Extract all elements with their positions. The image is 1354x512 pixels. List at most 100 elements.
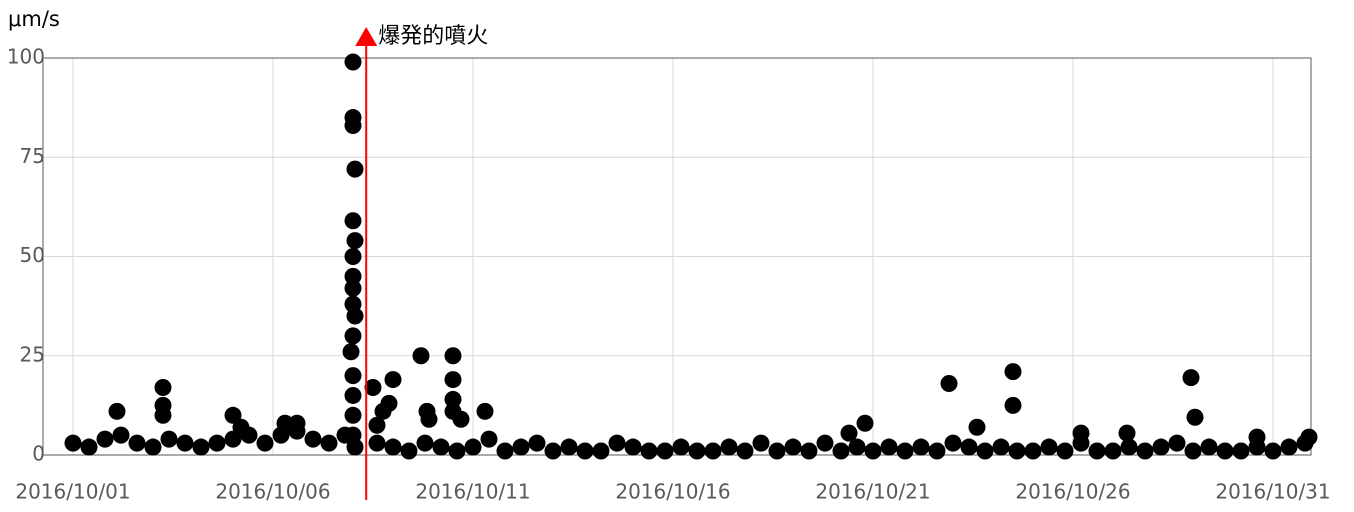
y-unit-label: μm/s — [8, 7, 60, 31]
point — [1004, 396, 1022, 414]
point — [344, 53, 362, 71]
point — [656, 442, 674, 460]
point — [224, 430, 242, 448]
point — [346, 232, 364, 250]
point — [784, 438, 802, 456]
point — [154, 406, 172, 424]
point — [1184, 442, 1202, 460]
point — [624, 438, 642, 456]
point — [968, 418, 986, 436]
point — [154, 379, 172, 397]
point — [1118, 424, 1136, 442]
point — [960, 438, 978, 456]
point — [344, 406, 362, 424]
point — [256, 434, 274, 452]
point — [736, 442, 754, 460]
point — [368, 416, 386, 434]
point — [112, 426, 130, 444]
point — [344, 116, 362, 134]
x-tick-label: 2016/10/06 — [215, 480, 330, 504]
y-tick-label: 100 — [7, 45, 45, 69]
point — [496, 442, 514, 460]
point — [346, 160, 364, 178]
point — [432, 438, 450, 456]
point — [344, 248, 362, 265]
point — [720, 438, 738, 456]
point — [800, 442, 818, 460]
point — [1186, 408, 1204, 426]
point — [944, 434, 962, 452]
point — [346, 307, 364, 325]
point — [912, 438, 930, 456]
x-tick-label: 2016/10/21 — [815, 480, 930, 504]
annotation: 爆発的噴火 — [378, 24, 488, 49]
point — [384, 438, 402, 456]
point — [1104, 442, 1122, 460]
y-tick-label: 25 — [20, 342, 45, 366]
point — [272, 426, 290, 444]
point — [1248, 438, 1266, 456]
point — [192, 438, 210, 456]
point — [96, 430, 114, 448]
point — [1120, 438, 1138, 456]
x-tick-label: 2016/10/16 — [615, 480, 730, 504]
x-tick-label: 2016/10/26 — [1015, 480, 1130, 504]
point — [444, 347, 462, 365]
point — [344, 367, 362, 385]
point — [452, 410, 470, 428]
point — [448, 442, 466, 460]
point — [1280, 438, 1298, 456]
point — [688, 442, 706, 460]
point — [1200, 438, 1218, 456]
point — [108, 402, 126, 420]
point — [420, 410, 438, 428]
point — [864, 442, 882, 460]
point — [342, 343, 360, 361]
point — [1296, 434, 1314, 452]
y-tick-label: 75 — [20, 144, 45, 168]
point — [848, 438, 866, 456]
point — [240, 426, 258, 444]
point — [444, 371, 462, 389]
point — [640, 442, 658, 460]
point — [1056, 442, 1074, 460]
point — [344, 327, 362, 345]
point — [976, 442, 994, 460]
point — [344, 279, 362, 297]
point — [400, 442, 418, 460]
point — [512, 438, 530, 456]
point — [1216, 442, 1234, 460]
point — [1182, 369, 1200, 387]
point — [928, 442, 946, 460]
y-tick-label: 0 — [32, 442, 45, 466]
point — [346, 438, 364, 456]
point — [1232, 442, 1250, 460]
point — [160, 430, 178, 448]
point — [1264, 442, 1282, 460]
point — [704, 442, 722, 460]
point — [444, 390, 462, 408]
y-tick-label: 50 — [20, 243, 45, 267]
point — [592, 442, 610, 460]
point — [672, 438, 690, 456]
plot-border — [42, 57, 1312, 456]
point — [176, 434, 194, 452]
point — [608, 434, 626, 452]
point — [384, 371, 402, 389]
point — [816, 434, 834, 452]
point — [832, 442, 850, 460]
point — [940, 375, 958, 393]
point — [1152, 438, 1170, 456]
point — [476, 402, 494, 420]
point — [528, 434, 546, 452]
point — [64, 434, 82, 452]
point — [368, 434, 386, 452]
point — [364, 379, 382, 397]
point — [480, 430, 498, 448]
point — [1072, 434, 1090, 452]
point — [80, 438, 98, 456]
point — [416, 434, 434, 452]
point — [840, 424, 858, 442]
point — [304, 430, 322, 448]
point — [344, 267, 362, 285]
